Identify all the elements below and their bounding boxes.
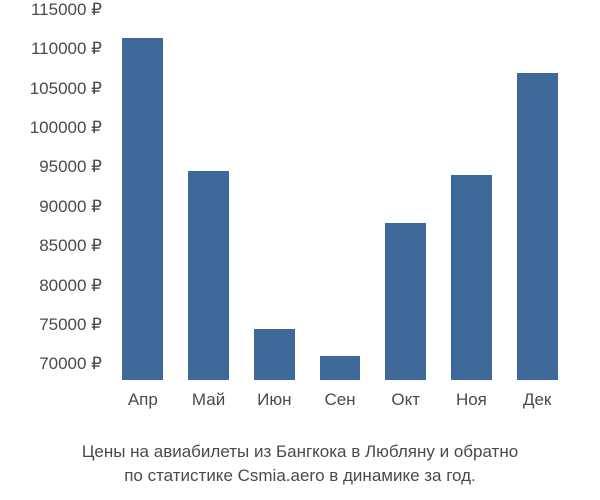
caption-line: Цены на авиабилеты из Бангкока в Любляну… [0,440,600,464]
bar [517,73,558,380]
bar [122,38,163,380]
price-chart: 70000 ₽ 75000 ₽ 80000 ₽ 85000 ₽ 90000 ₽ 95000… [0,0,600,500]
bars-layer [110,10,570,380]
y-tick-label: 85000 ₽ [39,236,110,256]
x-tick-label: Апр [128,380,158,410]
bar [188,171,229,380]
y-tick-label: 75000 ₽ [39,315,110,335]
y-tick-label: 105000 ₽ [30,79,110,99]
bar [451,175,492,380]
y-tick-label: 95000 ₽ [39,157,110,177]
y-tick-label: 115000 ₽ [31,0,110,20]
plot-area: 70000 ₽75000 ₽80000 ₽85000 ₽90000 ₽95000… [110,10,570,380]
caption-line: по статистике Csmia.aero в динамике за г… [0,464,600,488]
x-tick-label: Дек [523,380,551,410]
x-tick-label: Июн [257,380,291,410]
x-tick-label: Ноя [456,380,487,410]
x-tick-label: Сен [324,380,355,410]
y-tick-label: 70000 ₽ [39,354,110,374]
bar [254,329,295,380]
y-tick-label: 110000 ₽ [31,39,110,59]
chart-caption: Цены на авиабилеты из Бангкока в Любляну… [0,440,600,488]
x-tick-label: Май [192,380,225,410]
x-tick-label: Окт [391,380,420,410]
y-tick-label: 90000 ₽ [39,197,110,217]
y-tick-label: 100000 ₽ [30,118,110,138]
y-tick-label: 80000 ₽ [39,276,110,296]
bar [320,356,361,380]
bar [385,223,426,380]
